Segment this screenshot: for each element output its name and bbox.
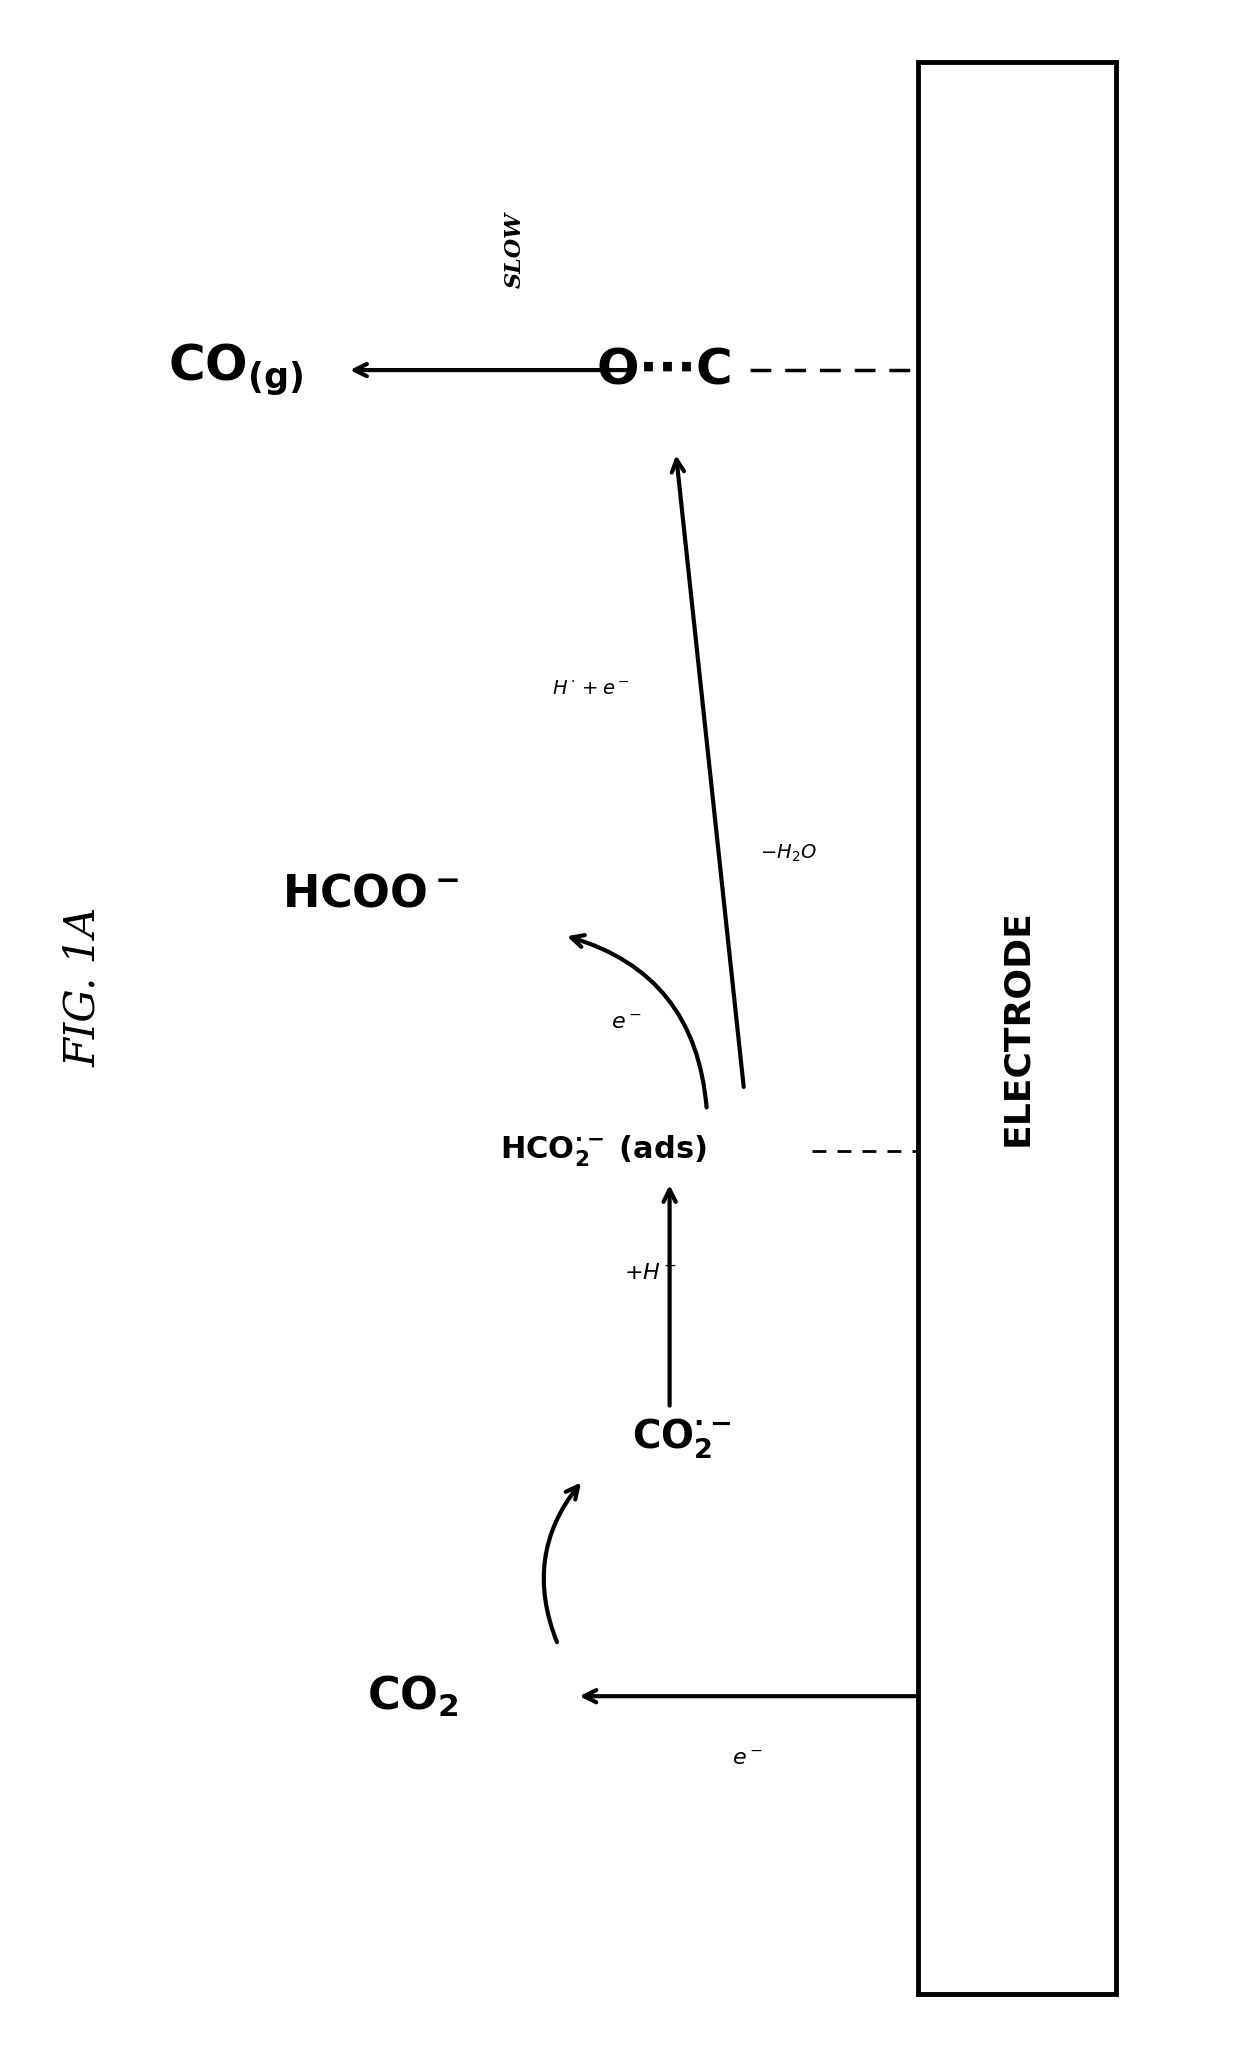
Text: $+H^+$: $+H^+$ [624, 1262, 678, 1285]
Text: $\mathbf{CO_{(g)}}$: $\mathbf{CO_{(g)}}$ [167, 341, 304, 399]
Text: $\mathbf{O{\cdot}{\cdot}{\cdot}C}$: $\mathbf{O{\cdot}{\cdot}{\cdot}C}$ [596, 345, 730, 395]
Text: $e^-$: $e^-$ [732, 1748, 763, 1770]
Bar [918, 62, 1116, 1994]
Text: FIG. 1A: FIG. 1A [62, 907, 104, 1067]
Text: $\mathbf{HCOO^-}$: $\mathbf{HCOO^-}$ [281, 874, 459, 915]
Text: $\mathbf{HCO_2^{\bullet-}}$ $\mathbf{(ads)}$: $\mathbf{HCO_2^{\bullet-}}$ $\mathbf{(ad… [500, 1133, 707, 1170]
Text: $\mathbf{CO_2}$: $\mathbf{CO_2}$ [367, 1674, 459, 1719]
Text: SLOW: SLOW [503, 212, 526, 288]
Text: $\mathbf{CO_2^{\bullet-}}$: $\mathbf{CO_2^{\bullet-}}$ [632, 1417, 732, 1462]
Text: $-H_2O$: $-H_2O$ [759, 843, 816, 864]
Text: $e^-$: $e^-$ [610, 1012, 642, 1034]
Text: ELECTRODE: ELECTRODE [999, 909, 1034, 1147]
Text: $H^\cdot + e^-$: $H^\cdot + e^-$ [552, 681, 630, 697]
